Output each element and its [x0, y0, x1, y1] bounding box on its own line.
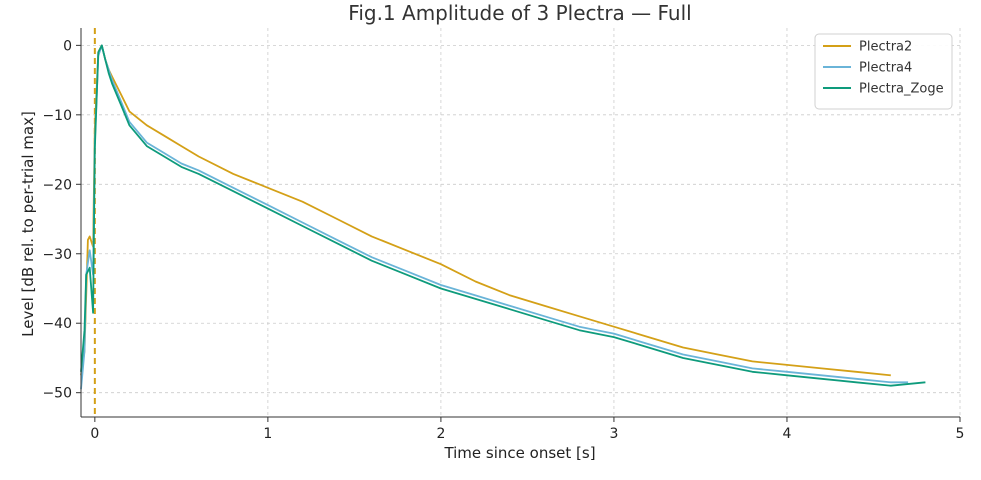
- y-tick-label: −10: [42, 108, 72, 124]
- y-tick-label: −20: [42, 177, 72, 193]
- legend-box: [814, 33, 953, 110]
- series-layer: [80, 44, 926, 390]
- y-tick-label: −50: [42, 386, 72, 402]
- x-axis-label: Time since onset [s]: [443, 444, 595, 462]
- legend: Plectra2 Plectra4 Plectra_Zoge: [814, 33, 953, 110]
- x-tick-label: 1: [263, 426, 272, 442]
- y-axis-label: Level [dB rel. to per-trial max]: [19, 111, 37, 337]
- axes-layer: 0 1 2 3 4 5 0 −10 −20 −30 −40 −50: [42, 28, 964, 442]
- x-tick-label: 5: [956, 426, 965, 442]
- x-tick-label: 2: [436, 426, 445, 442]
- series-line-plectra2: [80, 44, 891, 377]
- y-tick-label: 0: [63, 38, 72, 54]
- x-tick-label: 3: [609, 426, 618, 442]
- series-line-plectra4: [80, 44, 909, 390]
- x-tick-label: 4: [783, 426, 792, 442]
- series-line-plectra-zoge: [80, 44, 926, 387]
- x-tick-label: 0: [90, 426, 99, 442]
- y-tick-label: −40: [42, 316, 72, 332]
- legend-label: Plectra_Zoge: [859, 82, 944, 97]
- legend-label: Plectra4: [859, 61, 912, 76]
- chart-title: Fig.1 Amplitude of 3 Plectra — Full: [348, 1, 691, 25]
- y-tick-label: −30: [42, 247, 72, 263]
- legend-label: Plectra2: [859, 40, 912, 55]
